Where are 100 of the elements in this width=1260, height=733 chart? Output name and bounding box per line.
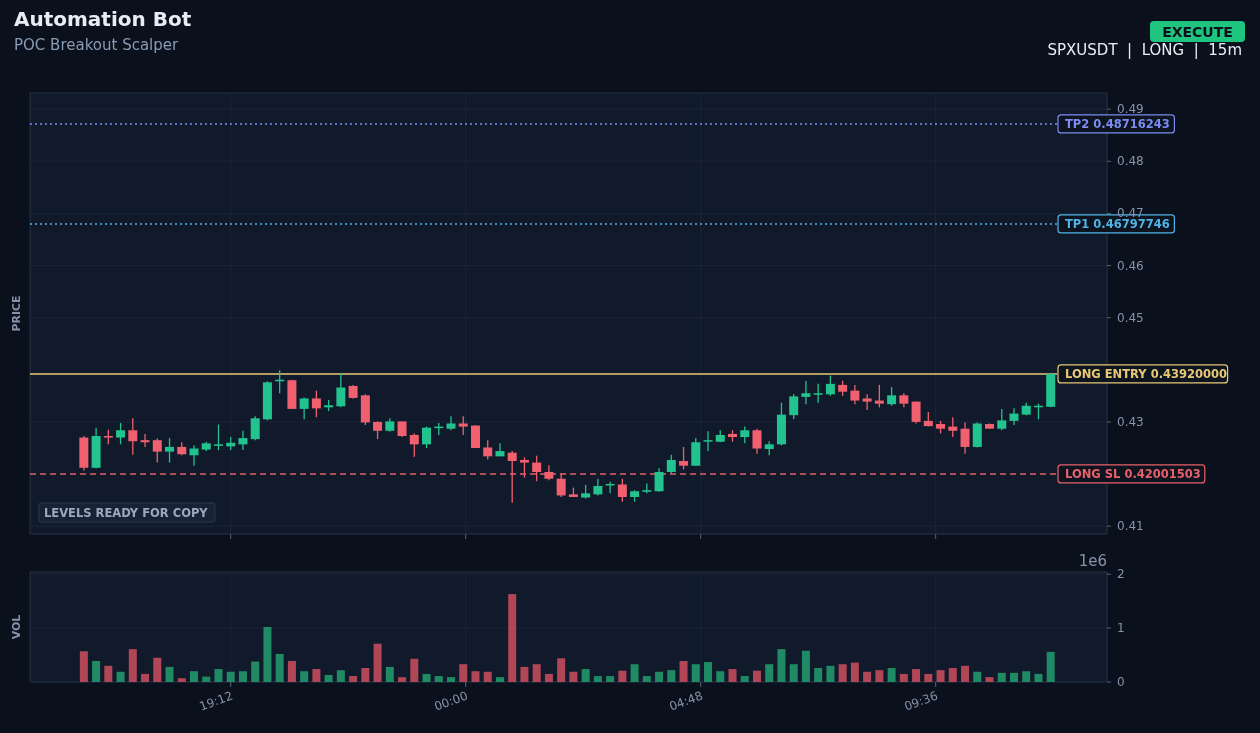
candlestick	[850, 384, 860, 405]
ref-line-label: TP1 0.46797746	[1065, 217, 1170, 232]
y-tick-label: 0.45	[1117, 310, 1144, 325]
bar	[581, 669, 590, 682]
bar	[887, 667, 896, 682]
bar	[361, 667, 370, 682]
bar	[471, 671, 480, 682]
candlestick	[152, 437, 162, 464]
bar	[973, 671, 982, 682]
text: EXECUTE	[1162, 24, 1233, 40]
bar	[287, 660, 296, 682]
bar	[349, 676, 358, 682]
bar	[177, 678, 186, 682]
bar	[385, 666, 394, 682]
candlestick	[679, 446, 689, 471]
chart-title: Automation Bot	[14, 7, 192, 31]
bar	[667, 670, 676, 682]
bar	[655, 671, 664, 682]
candlestick	[128, 417, 138, 456]
bar	[752, 670, 761, 682]
bar	[569, 671, 578, 682]
bar	[483, 671, 492, 682]
candlestick	[887, 386, 897, 407]
candlestick	[801, 380, 811, 405]
bar	[691, 664, 700, 682]
bar	[214, 669, 223, 682]
candlestick	[140, 433, 150, 448]
y-tick-label: 0	[1117, 675, 1125, 689]
y-axis-title: VOL	[10, 614, 23, 640]
bar	[1022, 671, 1031, 682]
candlestick	[458, 415, 468, 436]
candlestick	[789, 393, 799, 420]
candlestick	[862, 393, 872, 411]
bar	[961, 665, 970, 682]
ref-line-label: TP2 0.48716243	[1065, 117, 1170, 132]
candlestick	[654, 467, 664, 493]
y-axis-title: PRICE	[10, 295, 23, 332]
bar	[826, 665, 835, 682]
candlestick	[972, 421, 982, 449]
x-tick-label: 04:48	[667, 688, 705, 714]
bar	[275, 653, 284, 682]
candlestick	[752, 428, 762, 455]
bar	[899, 673, 908, 682]
bar	[532, 664, 541, 682]
bar	[557, 658, 566, 682]
bar	[814, 667, 823, 682]
annotation: LEVELS READY FOR COPY	[44, 506, 209, 520]
candlestick	[409, 432, 419, 458]
candlestick	[825, 374, 835, 397]
bar	[1034, 673, 1043, 682]
bar	[544, 673, 553, 682]
bar	[606, 676, 615, 682]
x-tick-label: 00:00	[432, 688, 470, 714]
bar	[410, 658, 419, 682]
bar	[79, 651, 88, 682]
y-tick-label: 2	[1117, 567, 1125, 582]
bar	[116, 671, 125, 682]
bar	[434, 676, 443, 682]
candlestick	[483, 439, 493, 461]
candlestick	[311, 390, 321, 418]
bar	[202, 676, 211, 682]
bar	[324, 674, 333, 682]
bar	[716, 671, 725, 682]
y-tick-label: 0.48	[1117, 154, 1144, 169]
bar	[740, 676, 749, 682]
bar	[936, 670, 945, 682]
x-tick-label: 09:36	[902, 688, 940, 714]
candlestick	[960, 421, 970, 455]
bar	[190, 671, 198, 682]
bar	[422, 673, 431, 682]
bar	[912, 669, 921, 682]
bar	[863, 671, 872, 682]
text: 1e6	[1078, 552, 1107, 570]
bar	[618, 670, 627, 682]
candlestick	[703, 430, 713, 452]
candlestick	[617, 478, 627, 503]
y-tick-label: 0.49	[1117, 102, 1144, 117]
candlestick	[874, 384, 884, 408]
bar	[777, 649, 786, 682]
candlestick	[813, 383, 823, 404]
y-tick-label: 1	[1117, 621, 1125, 636]
bar	[165, 666, 174, 682]
bar	[593, 676, 602, 682]
bar	[948, 667, 957, 682]
candlestick	[116, 422, 126, 445]
bar	[459, 664, 468, 682]
bar	[312, 669, 321, 682]
bar	[801, 650, 810, 682]
candlestick	[1009, 407, 1019, 426]
ref-line-label: LONG ENTRY 0.43920000	[1065, 367, 1228, 382]
bar	[447, 677, 456, 682]
bar	[924, 673, 933, 682]
bar	[508, 594, 517, 682]
candlestick	[422, 425, 432, 449]
bar	[1009, 672, 1018, 682]
candlestick	[948, 416, 958, 438]
bar	[128, 649, 137, 682]
bar	[373, 643, 382, 682]
y-tick-label: 0.41	[1117, 519, 1144, 534]
candlestick	[666, 454, 676, 475]
